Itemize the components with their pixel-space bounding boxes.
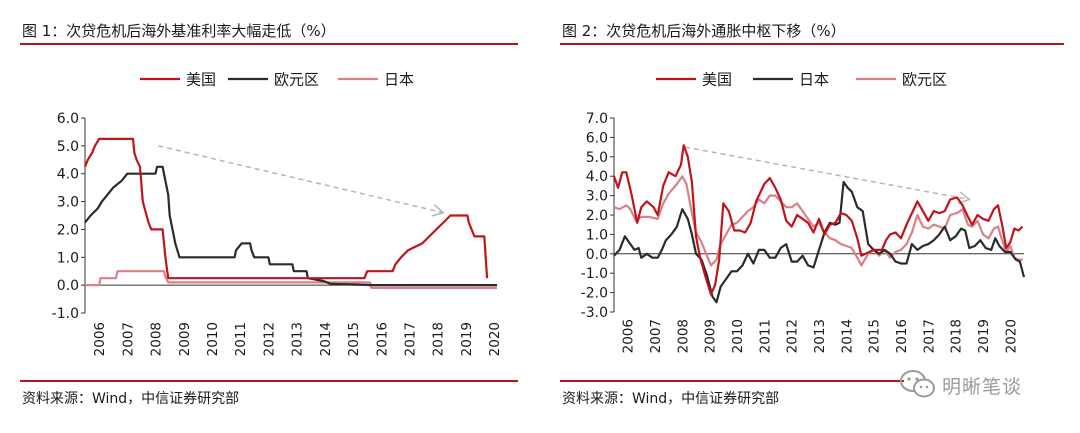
x-tick-label: 2012	[261, 322, 277, 356]
x-tick-label: 2017	[403, 322, 419, 356]
x-tick-label: 2007	[648, 319, 664, 353]
x-tick-label: 2016	[894, 319, 910, 353]
legend-label: 日本	[799, 71, 829, 89]
x-tick-label: 2006	[621, 319, 637, 353]
y-tick-label: -1.0	[581, 266, 608, 282]
x-tick-label: 2006	[92, 322, 108, 356]
x-tick-label: 2007	[120, 322, 136, 356]
y-tick-label: 4.0	[586, 169, 608, 185]
y-tick-label: 3.0	[57, 195, 79, 211]
x-tick-label: 2014	[318, 322, 334, 356]
series-line-美国	[612, 144, 1024, 296]
series-line-美国	[83, 137, 489, 280]
x-tick-label: 2017	[921, 319, 937, 353]
legend-label: 欧元区	[274, 71, 319, 89]
y-tick-label: 3.0	[586, 189, 608, 205]
x-tick-label: 2013	[812, 319, 828, 353]
y-tick-label: 2.0	[57, 222, 79, 238]
x-tick-label: 2013	[290, 322, 306, 356]
source-divider	[560, 380, 904, 382]
x-tick-label: 2010	[205, 322, 221, 356]
x-tick-label: 2011	[757, 319, 773, 353]
x-tick-label: 2015	[867, 319, 883, 353]
inflation-chart-svg: 美国 日本 欧元区 7.0 6.0 5.0 4.0 3.0 2.0 1.0 0.0 -1.0 -2.0 -…	[581, 71, 1026, 353]
y-tick-label: 1.0	[57, 250, 79, 266]
x-tick-label: 2019	[976, 319, 992, 353]
x-tick-label: 2008	[675, 319, 691, 353]
x-tick-label: 2018	[949, 319, 965, 353]
y-tick-label: 0.0	[57, 278, 79, 294]
trend-arrow-head	[431, 204, 445, 217]
x-tick-label: 2020	[487, 322, 503, 356]
chart-panel-interest-rates: 图 1：次贷危机后海外基准利率大幅走低（%） 美国 欧元区 日本 6.0 5.0 4.0 3…	[20, 22, 518, 407]
y-tick-label: 7.0	[586, 111, 608, 127]
wechat-icon	[900, 370, 935, 398]
x-tick-label: 2012	[785, 319, 801, 353]
title-divider	[20, 43, 518, 45]
x-tick-label: 2009	[703, 319, 719, 353]
y-tick-label: -3.0	[581, 305, 608, 321]
x-tick-label: 2014	[839, 319, 855, 353]
trend-arrow-line	[158, 145, 444, 214]
y-tick-label: -2.0	[581, 286, 608, 302]
y-tick-label: 1.0	[586, 227, 608, 243]
y-tick-label: 6.0	[57, 111, 79, 127]
watermark: 明晰笔谈	[898, 366, 1058, 402]
y-tick-label: 0.0	[586, 247, 608, 263]
y-tick-label: 4.0	[57, 167, 79, 183]
x-tick-label: 2009	[177, 322, 193, 356]
x-tick-label: 2015	[346, 322, 362, 356]
x-tick-label: 2018	[431, 322, 447, 356]
x-tick-label: 2016	[374, 322, 390, 356]
legend-label: 美国	[702, 71, 732, 89]
legend-label: 日本	[384, 71, 414, 89]
rate-chart-svg: 美国 欧元区 日本 6.0 5.0 4.0 3.0 2.0 1.0 0.0 -1.0 2006 2007…	[52, 71, 504, 357]
series-line-欧元区	[84, 165, 497, 287]
y-tick-label: -1.0	[52, 306, 79, 322]
x-tick-label: 2020	[1003, 319, 1019, 353]
legend-label: 美国	[186, 71, 216, 89]
trend-arrow-head	[957, 191, 971, 204]
source-note: 资料来源：Wind，中信证券研究部	[562, 391, 780, 407]
legend-label: 欧元区	[902, 71, 947, 89]
source-note: 资料来源：Wind，中信证券研究部	[22, 391, 240, 407]
trend-arrow-line	[684, 146, 970, 201]
x-tick-label: 2019	[459, 322, 475, 356]
x-tick-label: 2011	[233, 322, 249, 356]
y-tick-label: 5.0	[57, 139, 79, 155]
y-tick-label: 6.0	[586, 130, 608, 146]
series-line-日本	[613, 180, 1026, 304]
source-divider	[20, 380, 518, 382]
y-tick-label: 2.0	[586, 208, 608, 224]
title-divider	[560, 43, 1064, 45]
chart-title: 图 2：次贷危机后海外通胀中枢下移（%）	[562, 22, 846, 40]
x-tick-label: 2008	[149, 322, 165, 356]
y-tick-label: 5.0	[586, 150, 608, 166]
chart-panel-inflation: 图 2：次贷危机后海外通胀中枢下移（%） 美国 日本 欧元区 7.0 6.0 5.0 4.0…	[540, 0, 1080, 433]
chart-title: 图 1：次贷危机后海外基准利率大幅走低（%）	[22, 22, 336, 40]
x-tick-label: 2010	[730, 319, 746, 353]
watermark-text: 明晰笔谈	[942, 376, 1023, 398]
